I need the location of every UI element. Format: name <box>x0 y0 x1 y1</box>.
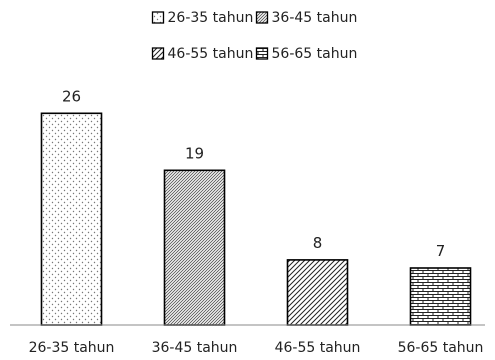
data-label-36-45-tahun: 19 <box>185 144 204 162</box>
legend-label-26-35-tahun: 26-35 tahun <box>168 10 254 26</box>
x-tick-label-56-65-tahun: 56-65 tahun <box>398 340 484 356</box>
data-labels-group: 26 19 8 7 <box>62 87 445 260</box>
bar-26-35-tahun <box>40 112 103 326</box>
data-label-26-35-tahun: 26 <box>62 87 81 105</box>
legend-label-56-65-tahun: 56-65 tahun <box>272 46 358 62</box>
legend-item-36-45-tahun: 36-45 tahun <box>255 10 358 26</box>
x-tick-label-36-45-tahun: 36-45 tahun <box>152 340 238 356</box>
legend-item-26-35-tahun: 26-35 tahun <box>151 10 254 26</box>
legend-item-56-65-tahun: 56-65 tahun <box>255 46 358 62</box>
legend-swatch-56-65-tahun <box>255 47 269 60</box>
data-label-46-55-tahun: 8 <box>313 234 323 252</box>
bar-36-45-tahun <box>163 169 226 326</box>
x-tick-label-46-55-tahun: 46-55 tahun <box>275 340 361 356</box>
chart-legend: 26-35 tahun 36-45 tahun 46-55 tahun 56-65 t… <box>151 10 358 62</box>
data-label-56-65-tahun: 7 <box>436 242 446 260</box>
legend-label-36-45-tahun: 36-45 tahun <box>272 10 358 26</box>
legend-swatch-46-55-tahun <box>151 47 165 60</box>
legend-swatch-36-45-tahun <box>255 11 269 24</box>
x-tick-label-26-35-tahun: 26-35 tahun <box>29 340 115 356</box>
bars-group <box>40 112 472 326</box>
legend-label-46-55-tahun: 46-55 tahun <box>168 46 254 62</box>
legend-item-46-55-tahun: 46-55 tahun <box>151 46 254 62</box>
x-tick-labels-group: 26-35 tahun 36-45 tahun 46-55 tahun 56-65 t… <box>29 340 484 356</box>
bar-46-55-tahun <box>286 259 349 326</box>
bar-56-65-tahun <box>409 267 472 326</box>
legend-swatch-26-35-tahun <box>151 11 165 24</box>
